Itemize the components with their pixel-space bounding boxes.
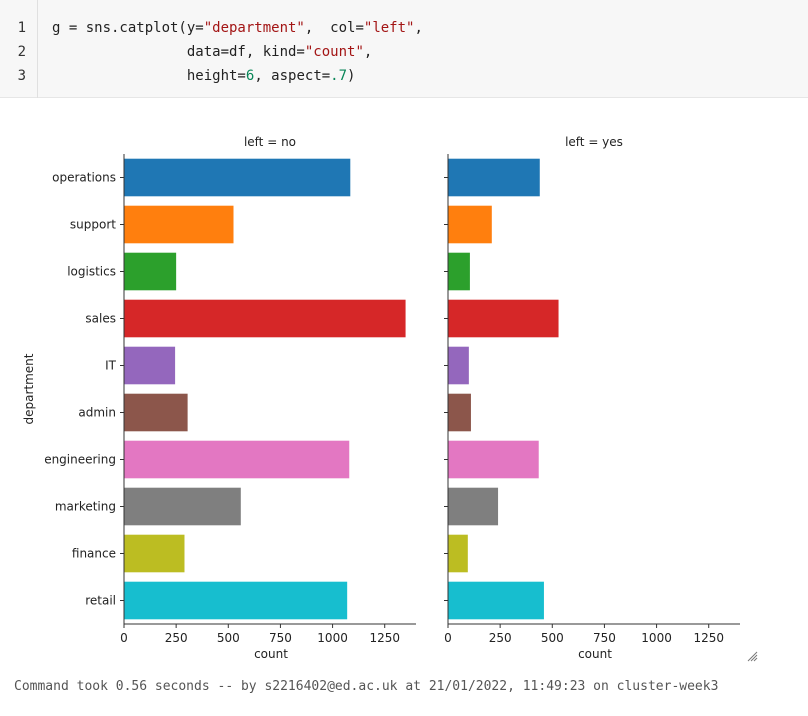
x-axis-label: count bbox=[578, 647, 612, 661]
bar bbox=[124, 252, 177, 291]
x-tick-label: 750 bbox=[593, 631, 616, 645]
bar bbox=[448, 487, 499, 526]
y-tick-label: marketing bbox=[55, 500, 116, 514]
code-token: , bbox=[414, 20, 423, 36]
code-token: "left" bbox=[363, 20, 415, 36]
bar bbox=[448, 393, 471, 432]
y-tick-label: support bbox=[70, 218, 116, 232]
bar bbox=[448, 205, 492, 244]
code-token: "department" bbox=[203, 20, 305, 36]
x-tick-label: 750 bbox=[269, 631, 292, 645]
x-tick-label: 0 bbox=[444, 631, 452, 645]
panel-title: left = yes bbox=[565, 135, 623, 149]
line-number-gutter: 1 2 3 bbox=[0, 0, 38, 98]
code-token: 6 bbox=[245, 68, 255, 84]
resize-handle-icon[interactable] bbox=[746, 650, 758, 662]
bar bbox=[448, 158, 540, 197]
x-tick-label: 250 bbox=[165, 631, 188, 645]
y-tick-label: IT bbox=[105, 359, 117, 373]
panel-title: left = no bbox=[244, 135, 296, 149]
line-number: 1 bbox=[17, 20, 26, 36]
code-line[interactable]: data=df, kind="count", bbox=[52, 44, 372, 60]
code-token: , aspect= bbox=[254, 68, 331, 84]
bar bbox=[448, 346, 469, 385]
bar bbox=[448, 534, 468, 573]
y-tick-label: finance bbox=[72, 547, 116, 561]
y-tick-label: operations bbox=[52, 171, 116, 185]
code-token: g = sns.catplot(y= bbox=[52, 20, 204, 36]
bar bbox=[448, 581, 544, 620]
y-tick-label: admin bbox=[78, 406, 116, 420]
code-token: ) bbox=[347, 68, 356, 84]
line-number: 3 bbox=[17, 68, 26, 84]
code-token: height= bbox=[52, 68, 246, 84]
x-tick-label: 500 bbox=[217, 631, 240, 645]
code-token: "count" bbox=[304, 44, 364, 60]
bar bbox=[124, 534, 185, 573]
bar bbox=[448, 252, 470, 291]
code-cell[interactable]: 1 2 3 g = sns.catplot(y="department", co… bbox=[0, 0, 808, 98]
x-tick-label: 1250 bbox=[693, 631, 724, 645]
code-token: , col= bbox=[304, 20, 364, 36]
x-tick-label: 500 bbox=[541, 631, 564, 645]
bar bbox=[448, 440, 539, 479]
y-tick-label: logistics bbox=[67, 265, 116, 279]
y-tick-label: sales bbox=[85, 312, 116, 326]
code-line[interactable]: height=6, aspect=.7) bbox=[52, 68, 356, 84]
x-tick-label: 250 bbox=[489, 631, 512, 645]
bar bbox=[124, 440, 350, 479]
x-tick-label: 0 bbox=[120, 631, 128, 645]
x-tick-label: 1000 bbox=[641, 631, 672, 645]
bar bbox=[124, 205, 234, 244]
bar bbox=[124, 299, 406, 338]
y-tick-label: engineering bbox=[44, 453, 116, 467]
code-token: , bbox=[363, 44, 373, 60]
bar bbox=[124, 393, 188, 432]
command-status-text: Command took 0.56 seconds -- by s2216402… bbox=[14, 679, 719, 694]
code-line[interactable]: g = sns.catplot(y="department", col="lef… bbox=[52, 20, 423, 36]
line-number: 2 bbox=[17, 44, 26, 60]
bar bbox=[124, 487, 241, 526]
x-tick-label: 1250 bbox=[369, 631, 400, 645]
catplot-chart: left = no operations support logistics sales… bbox=[22, 135, 740, 661]
y-tick-label: retail bbox=[85, 594, 116, 608]
x-tick-label: 1000 bbox=[317, 631, 348, 645]
code-token: .7 bbox=[330, 68, 348, 84]
code-token: data=df, kind= bbox=[52, 44, 305, 60]
bar bbox=[124, 346, 176, 385]
y-axis-label: department bbox=[22, 353, 36, 424]
bar bbox=[448, 299, 559, 338]
x-axis-label: count bbox=[254, 647, 288, 661]
bar bbox=[124, 581, 348, 620]
bar bbox=[124, 158, 351, 197]
